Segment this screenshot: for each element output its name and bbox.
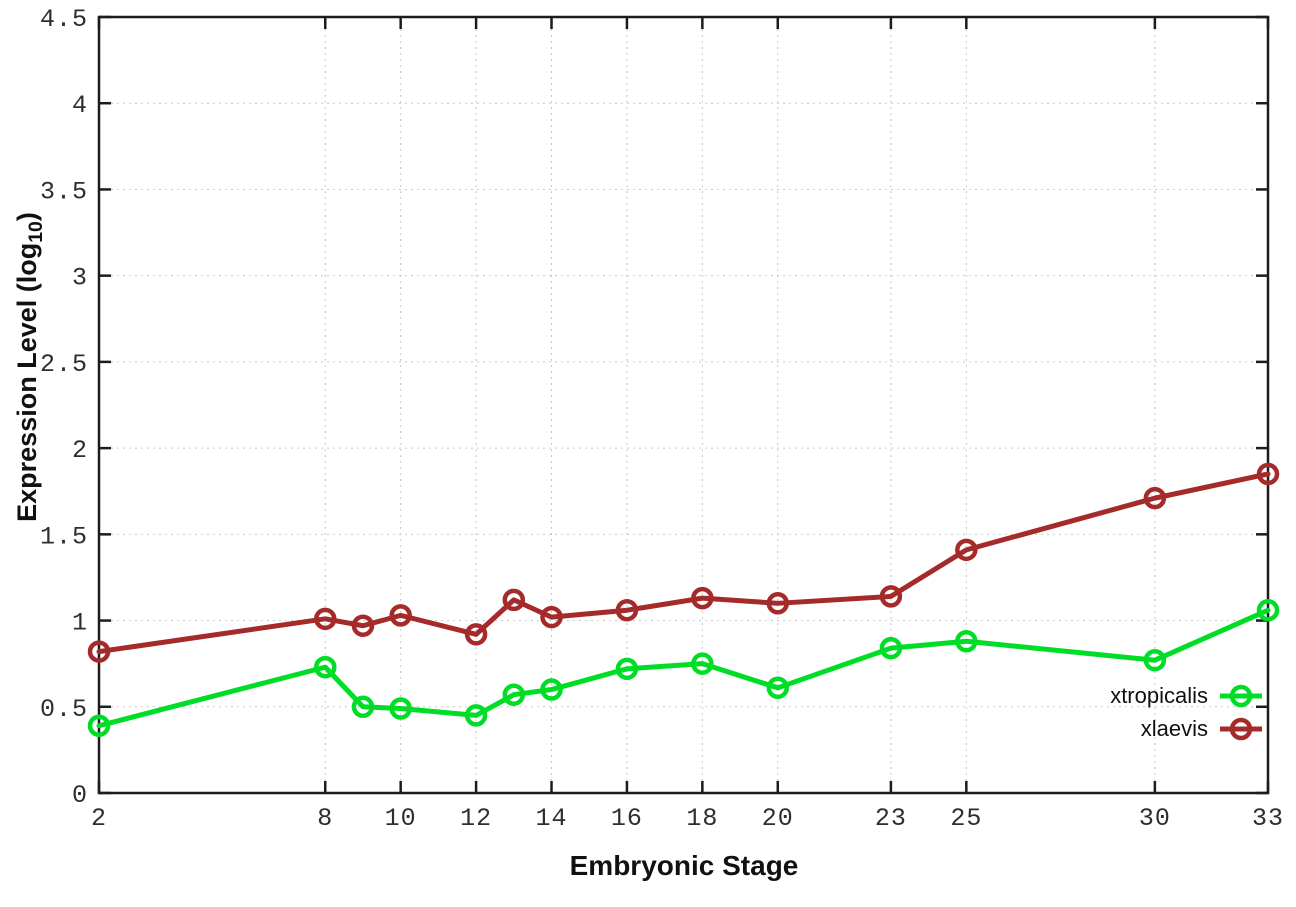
- x-axis-title: Embryonic Stage: [569, 850, 799, 881]
- y-tick-label-0: 0: [72, 781, 88, 810]
- xlaevis-point-stage-30: [1143, 486, 1167, 510]
- y-tick-label-4.5: 4.5: [40, 5, 88, 34]
- xtropicalis-point-stage-30: [1143, 648, 1167, 672]
- xtropicalis-point-stage-8: [314, 655, 337, 679]
- xtropicalis-point-stage-23: [879, 636, 903, 660]
- xlaevis-point-stage-18: [691, 586, 714, 610]
- x-tick-label-16: 16: [611, 804, 643, 833]
- xtropicalis-point-stage-18: [691, 652, 714, 675]
- legend-marker-xtropicalis-icon: [1220, 684, 1262, 708]
- legend-label-xlaevis: xlaevis: [1140, 716, 1208, 741]
- legend-label-xtropicalis: xtropicalis: [1110, 683, 1208, 708]
- xtropicalis-point-stage-9: [351, 695, 375, 719]
- x-tick-label-14: 14: [536, 804, 568, 833]
- xtropicalis-point-stage-10: [389, 697, 412, 720]
- xtropicalis-point-stage-13: [502, 683, 526, 706]
- x-tick-label-33: 33: [1252, 804, 1284, 833]
- legend-row-xtropicalis: xtropicalis: [1110, 682, 1264, 710]
- xlaevis-point-stage-14: [540, 605, 563, 629]
- xlaevis-point-stage-33: [1256, 462, 1280, 486]
- legend-sample-point-xtropicalis: [1229, 684, 1253, 708]
- x-tick-label-25: 25: [950, 804, 982, 833]
- x-tick-label-23: 23: [875, 804, 907, 833]
- x-tick-label-8: 8: [317, 804, 333, 833]
- xlaevis-point-stage-12: [464, 623, 488, 646]
- legend: xtropicalis xlaevis: [1110, 682, 1264, 743]
- x-tick-label-2: 2: [91, 804, 107, 833]
- xlaevis-point-stage-25: [955, 538, 978, 562]
- xtropicalis-point-stage-2: [87, 714, 111, 737]
- xtropicalis-line: [96, 607, 1271, 729]
- xlaevis-line: [96, 471, 1271, 655]
- legend-row-xlaevis: xlaevis: [1141, 715, 1264, 743]
- xlaevis-point-stage-9: [351, 614, 375, 637]
- y-axis-title: Expression Level (log10): [12, 212, 48, 522]
- xlaevis-point-stage-10: [389, 604, 412, 627]
- xtropicalis-point-stage-16: [615, 657, 639, 681]
- x-tick-label-10: 10: [385, 804, 417, 833]
- y-tick-label-2: 2: [72, 436, 88, 465]
- xlaevis-point-stage-23: [879, 585, 903, 608]
- y-tick-label-1: 1: [72, 609, 88, 638]
- y-tick-label-3: 3: [72, 264, 88, 293]
- xlaevis-point-stage-8: [314, 607, 337, 631]
- y-axis-title-subscript: 10: [25, 221, 48, 243]
- xlaevis-point-stage-20: [766, 592, 790, 615]
- x-tick-label-20: 20: [762, 804, 794, 833]
- y-tick-label-1.5: 1.5: [40, 522, 88, 551]
- xtropicalis-point-stage-25: [955, 629, 978, 653]
- y-tick-label-4: 4: [72, 91, 88, 120]
- xlaevis-point-stage-16: [615, 598, 639, 622]
- x-tick-label-12: 12: [460, 804, 492, 833]
- xtropicalis-point-stage-20: [766, 676, 790, 700]
- legend-marker-xlaevis-icon: [1220, 717, 1262, 741]
- xtropicalis-point-stage-33: [1256, 598, 1280, 622]
- y-tick-label-3.5: 3.5: [40, 177, 88, 206]
- y-axis-title-text: Expression Level (log: [11, 242, 42, 522]
- plot-border: [97, 15, 1270, 795]
- y-tick-label-0.5: 0.5: [40, 695, 88, 724]
- x-tick-label-30: 30: [1139, 804, 1171, 833]
- x-tick-label-18: 18: [686, 804, 718, 833]
- y-tick-label-2.5: 2.5: [40, 350, 88, 379]
- xtropicalis-point-stage-12: [464, 704, 488, 727]
- xlaevis-point-stage-13: [502, 588, 526, 612]
- xtropicalis-point-stage-14: [540, 678, 563, 701]
- y-axis-title-close: ): [11, 212, 42, 222]
- legend-sample-point-xlaevis: [1229, 717, 1253, 741]
- xlaevis-point-stage-2: [87, 640, 111, 663]
